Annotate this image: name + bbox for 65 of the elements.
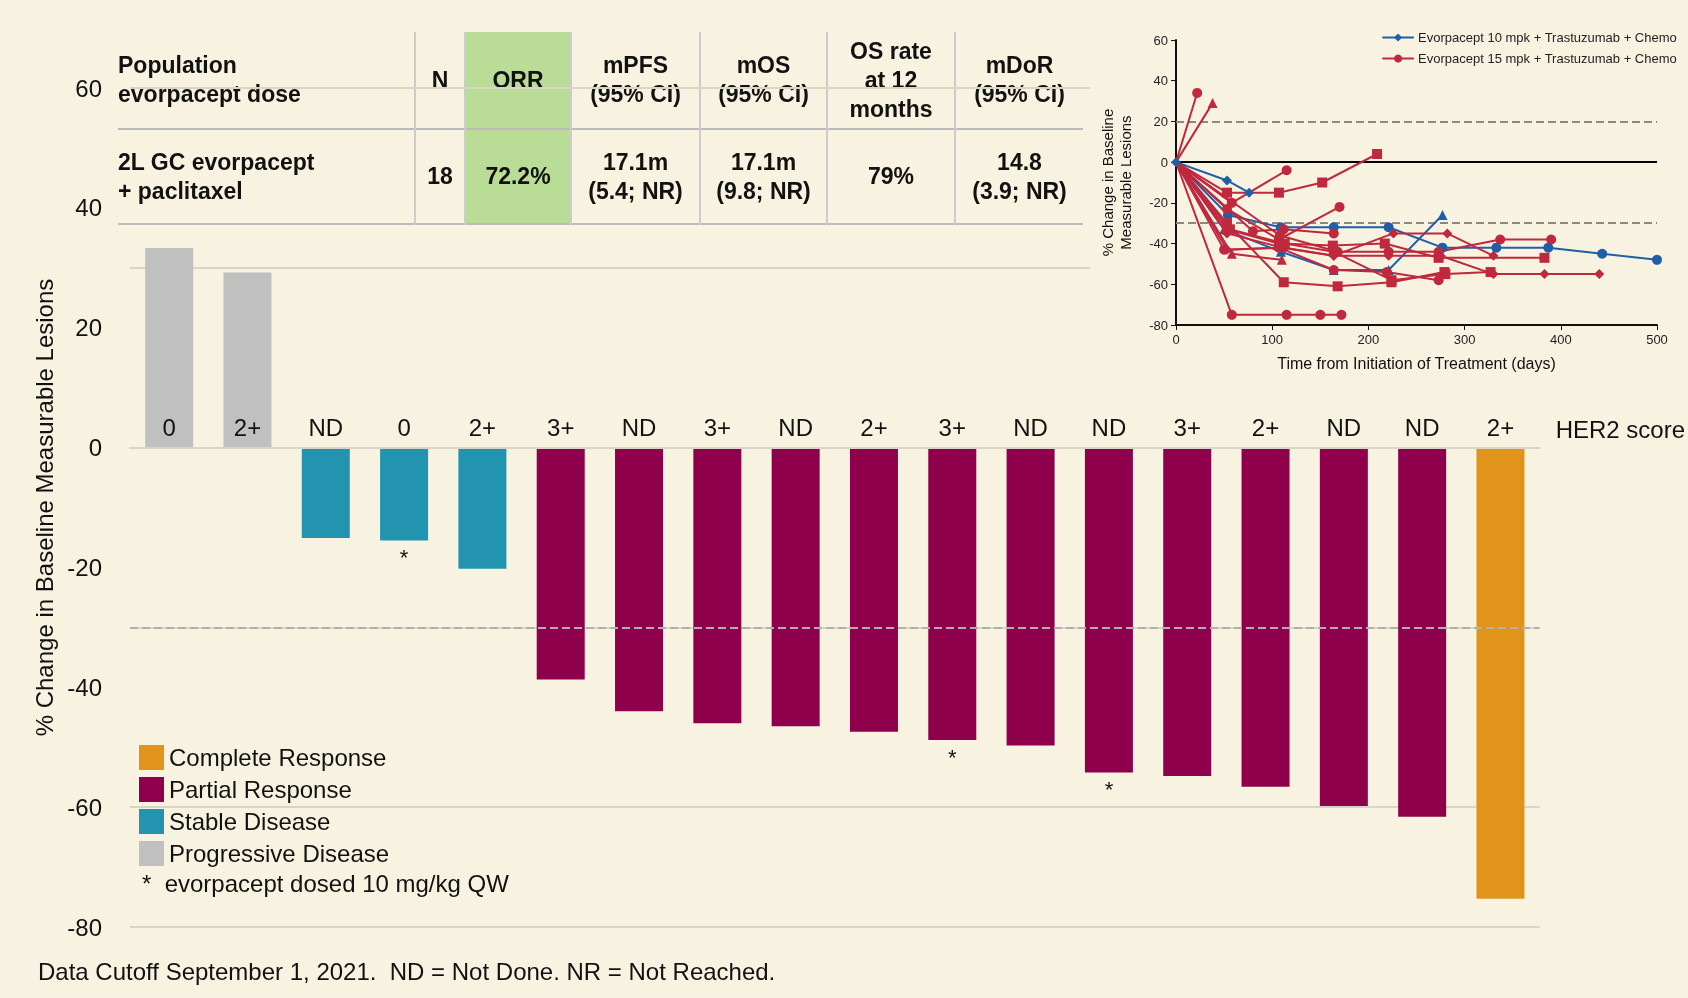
y-tick-label: 60	[1153, 32, 1168, 48]
annotation: N	[415, 32, 465, 129]
annotation: 17.1m (5.4; NR)	[571, 129, 700, 224]
x-tick-label: ND	[1013, 414, 1048, 442]
x-tick-label: 3+	[547, 414, 575, 442]
y-tick-label: -20	[1149, 195, 1168, 211]
x-tick-label: ND	[1404, 414, 1440, 442]
x-tick-label: 3+	[938, 414, 966, 442]
annotation: 18	[415, 129, 465, 224]
y-tick-label: 20	[75, 314, 102, 342]
x-axis-title: HER2 score	[1555, 416, 1685, 444]
y-tick-label: 20	[1153, 113, 1168, 129]
legend-label: Stable Disease	[169, 808, 331, 835]
annotation: Population evorpacept dose	[118, 51, 302, 109]
x-tick-label: ND	[1326, 414, 1362, 442]
annotation: 17.1m (9.8; NR)	[700, 129, 827, 224]
annotation: * evorpacept dosed 10 mg/kg QW	[142, 870, 509, 898]
legend-label: Evorpacept 10 mpk + Trastuzumab + Chemo	[1418, 30, 1677, 45]
y-tick-label: -40	[67, 673, 102, 701]
text: Data Cutoff September 1, 2021. ND = Not Done. NR = Not Reached.	[38, 958, 776, 986]
x-tick-label: 500	[1646, 332, 1668, 347]
legend-label: Progressive Disease	[169, 840, 390, 867]
y-tick-label: 40	[1153, 73, 1168, 89]
y-tick-label: -80	[67, 913, 102, 941]
y-axis-title: % Change in Baseline Measurable Lesions	[1098, 108, 1134, 257]
y-tick-label: 40	[75, 194, 102, 222]
x-tick-label: 400	[1549, 332, 1572, 347]
y-axis-title: % Change in Baseline Measurable Lesions	[30, 278, 58, 737]
x-tick-label: 3+	[703, 414, 732, 442]
legend-label: Partial Response	[169, 776, 352, 803]
x-tick-label: 2+	[233, 414, 262, 442]
annotation: 2L GC evorpacept + paclitaxel	[118, 147, 316, 206]
x-tick-label: ND	[621, 414, 657, 442]
x-tick-label: 0	[1172, 332, 1180, 347]
y-tick-label: -60	[1149, 276, 1168, 292]
text: *	[1104, 776, 1114, 802]
text: *	[948, 744, 957, 770]
y-tick-label: -20	[67, 553, 102, 581]
y-tick-label: -60	[67, 793, 102, 821]
x-tick-label: 2+	[860, 414, 888, 442]
legend-label: Complete Response	[169, 744, 387, 771]
x-tick-label: ND	[308, 414, 344, 442]
y-tick-label: 60	[75, 74, 102, 102]
text: *	[399, 544, 409, 570]
y-tick-label: -80	[1149, 317, 1168, 333]
x-tick-label: 3+	[1173, 414, 1201, 442]
x-tick-label: ND	[778, 414, 813, 442]
annotation: 79%	[827, 129, 955, 224]
y-tick-label: 0	[1160, 154, 1168, 170]
legend-label: Evorpacept 15 mpk + Trastuzumab + Chemo	[1418, 51, 1677, 66]
x-tick-label: 2+	[1251, 414, 1280, 442]
x-tick-label: 200	[1357, 332, 1380, 347]
annotation: 72.2%	[465, 129, 571, 224]
annotation: 14.8 (3.9; NR)	[955, 129, 1083, 224]
annotation: ORR	[465, 32, 571, 129]
y-tick-label: 0	[88, 434, 102, 462]
y-tick-label: -40	[1149, 236, 1168, 252]
x-tick-label: 100	[1261, 332, 1284, 347]
x-tick-label: ND	[1091, 414, 1127, 442]
x-tick-label: 2+	[468, 414, 497, 442]
x-tick-label: 0	[162, 414, 176, 442]
x-axis-title: Time from Initiation of Treatment (days)	[1277, 354, 1556, 372]
x-tick-label: 2+	[1486, 414, 1515, 442]
x-tick-label: 0	[397, 414, 411, 442]
x-tick-label: 300	[1453, 332, 1476, 347]
